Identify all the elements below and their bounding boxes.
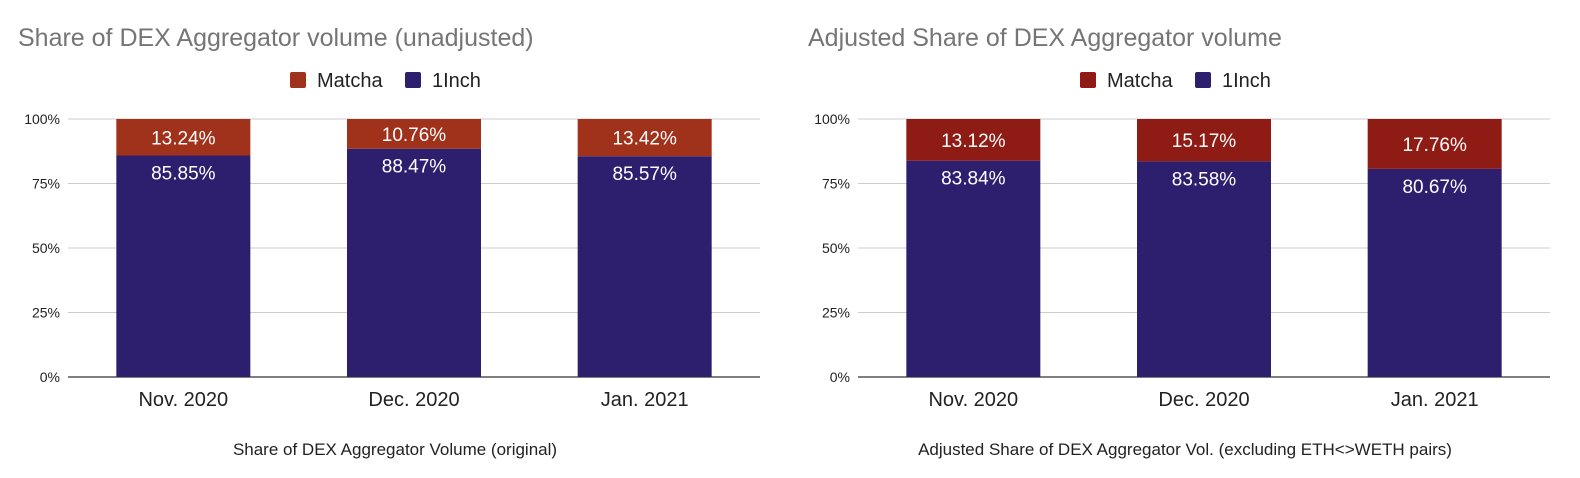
- chart-svg: Share of DEX Aggregator volume (unadjust…: [18, 24, 760, 411]
- bar-matcha: [1137, 119, 1271, 162]
- data-label: 10.76%: [382, 125, 447, 146]
- y-tick-label: 50%: [32, 240, 60, 256]
- data-label: 85.57%: [612, 164, 677, 185]
- chart-svg: Adjusted Share of DEX Aggregator volume M…: [808, 24, 1550, 411]
- legend-swatch: [1195, 72, 1211, 88]
- bar-1inch: [1137, 161, 1271, 377]
- chart-caption: Share of DEX Aggregator Volume (original…: [232, 440, 558, 459]
- x-tick-label: Nov. 2020: [138, 389, 228, 411]
- x-tick-label: Jan. 2021: [1391, 389, 1479, 411]
- data-label: 80.67%: [1402, 177, 1467, 198]
- data-label: 83.84%: [941, 169, 1006, 190]
- data-label: 13.24%: [151, 128, 216, 149]
- data-label: 15.17%: [1172, 131, 1237, 152]
- legend-swatch: [1080, 72, 1096, 88]
- legend-label: Matcha: [1107, 70, 1173, 92]
- y-tick-label: 75%: [32, 176, 60, 192]
- chart-title: Adjusted Share of DEX Aggregator volume: [808, 24, 1282, 52]
- bar-1inch: [347, 148, 481, 377]
- legend-label: 1Inch: [432, 70, 481, 92]
- chart-caption: Adjusted Share of DEX Aggregator Vol. (e…: [918, 440, 1452, 459]
- y-tick-label: 25%: [32, 305, 60, 321]
- legend-swatch: [405, 72, 421, 88]
- bar-matcha: [116, 119, 251, 156]
- y-tick-label: 0%: [40, 369, 60, 385]
- bar-matcha: [906, 119, 1041, 161]
- chart-legend: Matcha 1Inch: [290, 70, 481, 92]
- legend-label: Matcha: [317, 70, 383, 92]
- data-label: 85.85%: [151, 164, 216, 185]
- chart-legend: Matcha 1Inch: [1080, 70, 1271, 92]
- x-tick-label: Jan. 2021: [601, 389, 689, 411]
- data-label: 17.76%: [1402, 135, 1467, 156]
- chart-panel-adjusted: Adjusted Share of DEX Aggregator volume M…: [790, 0, 1580, 478]
- data-label: 13.12%: [941, 131, 1006, 152]
- chart-panel-unadjusted: Share of DEX Aggregator volume (unadjust…: [18, 24, 760, 459]
- x-tick-label: Dec. 2020: [1158, 389, 1249, 411]
- bar-1inch: [577, 156, 712, 377]
- y-tick-label: 50%: [822, 240, 850, 256]
- y-tick-label: 75%: [822, 176, 850, 192]
- bar-1inch: [906, 160, 1041, 377]
- y-tick-label: 100%: [24, 111, 60, 127]
- legend-swatch: [290, 72, 306, 88]
- legend-label: 1Inch: [1222, 70, 1271, 92]
- data-label: 88.47%: [382, 157, 447, 178]
- bar-matcha: [1367, 119, 1502, 169]
- x-tick-label: Dec. 2020: [368, 389, 459, 411]
- chart-title: Share of DEX Aggregator volume (unadjust…: [18, 24, 534, 52]
- bar-matcha: [347, 119, 481, 149]
- y-tick-label: 100%: [814, 111, 850, 127]
- data-label: 83.58%: [1172, 169, 1237, 190]
- bar-1inch: [1367, 168, 1502, 377]
- bar-1inch: [116, 155, 251, 377]
- y-tick-label: 0%: [830, 369, 850, 385]
- data-label: 13.42%: [612, 129, 677, 150]
- y-tick-label: 25%: [822, 305, 850, 321]
- bar-matcha: [577, 119, 712, 157]
- x-tick-label: Nov. 2020: [928, 389, 1018, 411]
